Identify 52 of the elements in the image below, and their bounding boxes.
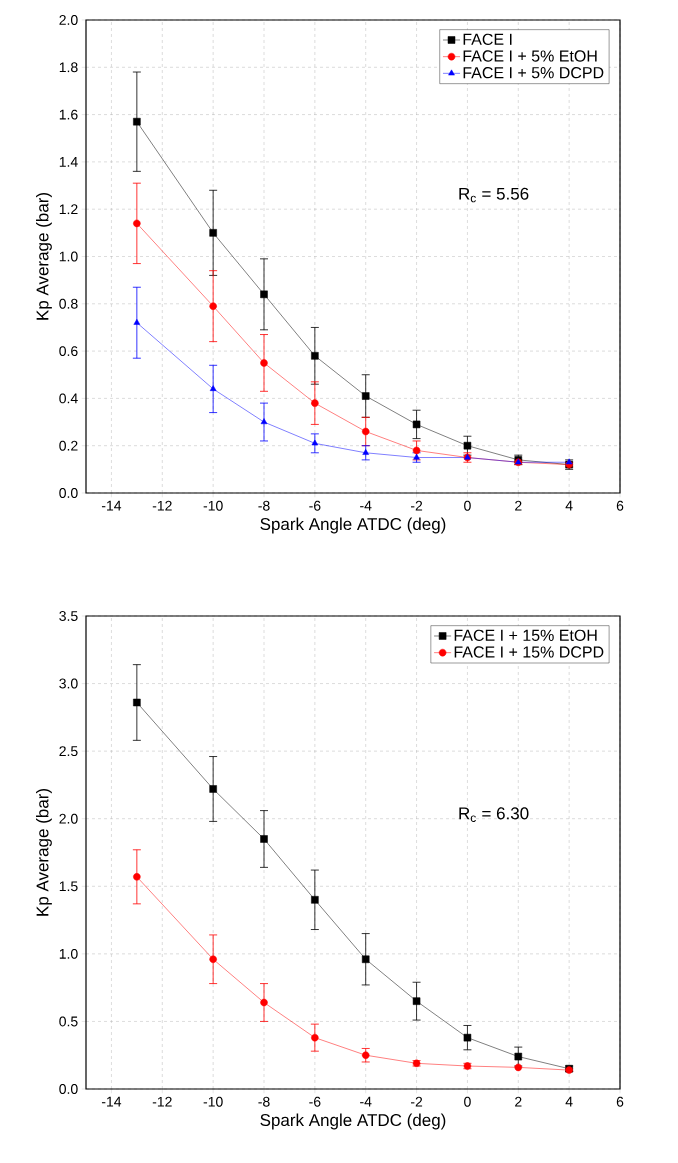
y-tick-label: 1.8 <box>59 62 78 73</box>
annotation: R$_{c}$ = 5.56 <box>459 187 529 203</box>
x-tick-label: 4 <box>565 1096 573 1107</box>
y-tick-label: 0.2 <box>59 440 78 451</box>
x-tick-label: -2 <box>410 500 423 511</box>
x-tick-label: 0 <box>464 500 471 511</box>
y-tick-label: 2.0 <box>59 15 78 25</box>
y-tick-label: 1.2 <box>59 204 78 215</box>
x-axis-title: Spark Angle ATDC (deg) <box>260 517 446 534</box>
x-tick-label: 4 <box>565 500 573 511</box>
y-axis-title: Kp Average (bar) <box>36 193 52 320</box>
x-axis-title: Spark Angle ATDC (deg) <box>260 1113 446 1130</box>
x-tick-label: 6 <box>616 1096 624 1107</box>
x-tick-label: 0 <box>464 1096 471 1107</box>
y-tick-label: 0.6 <box>59 346 78 357</box>
legend-label: FACE I + 5% EtOH <box>463 50 597 62</box>
x-tick-label: -6 <box>309 500 321 511</box>
x-tick-label: -6 <box>309 1096 321 1107</box>
x-tick-label: -10 <box>203 1096 223 1107</box>
x-tick-label: 6 <box>616 500 624 511</box>
y-tick-label: 0.5 <box>59 1016 78 1027</box>
y-tick-label: 0.0 <box>59 488 78 498</box>
y-tick-label: 0.8 <box>59 298 78 309</box>
y-tick-label: 0.0 <box>59 1084 78 1094</box>
legend-label: FACE I <box>463 33 512 45</box>
legend-label: FACE I + 15% DCPD <box>454 646 604 658</box>
y-tick-label: 1.4 <box>59 157 78 167</box>
x-tick-label: 2 <box>515 1096 522 1107</box>
x-tick-label: -4 <box>360 500 372 511</box>
y-tick-label: 2.5 <box>59 746 78 757</box>
y-tick-label: 3.0 <box>59 678 78 689</box>
x-tick-label: -2 <box>410 1096 423 1107</box>
x-tick-label: -8 <box>258 500 270 511</box>
legend-label: FACE I + 5% DCPD <box>463 67 604 79</box>
x-tick-label: 2 <box>515 500 522 511</box>
x-tick-label: -12 <box>152 500 172 511</box>
y-axis-title: Kp Average (bar) <box>36 789 52 916</box>
legend-label: FACE I + 15% EtOH <box>454 629 597 641</box>
y-tick-label: 0.4 <box>59 393 78 404</box>
y-tick-label: 1.5 <box>59 881 78 892</box>
y-tick-label: 2.0 <box>59 813 78 824</box>
x-tick-label: -12 <box>152 1096 172 1107</box>
x-tick-label: -14 <box>101 500 122 511</box>
annotation: R$_{c}$ = 6.30 <box>459 807 529 822</box>
y-tick-label: 1.0 <box>59 948 78 959</box>
y-tick-label: 3.5 <box>59 611 78 621</box>
y-tick-label: 1.6 <box>59 109 78 120</box>
x-tick-label: -8 <box>258 1096 270 1107</box>
x-tick-label: -4 <box>360 1096 372 1107</box>
x-tick-label: -10 <box>203 500 223 511</box>
x-tick-label: -14 <box>101 1096 122 1107</box>
y-tick-label: 1.0 <box>59 251 78 262</box>
